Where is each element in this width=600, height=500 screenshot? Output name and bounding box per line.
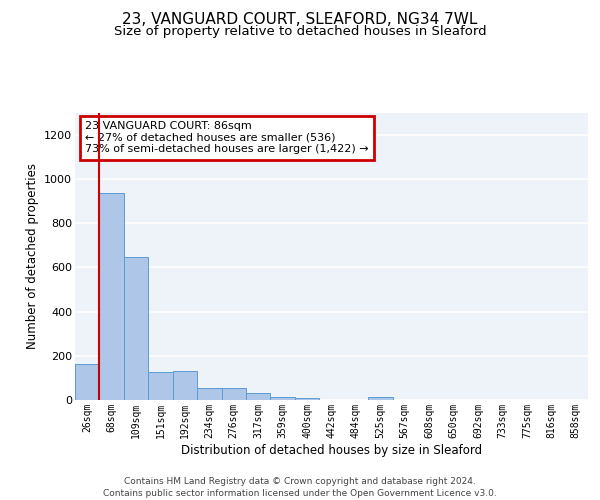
Bar	[221, 388, 246, 400]
Text: 23, VANGUARD COURT, SLEAFORD, NG34 7WL: 23, VANGUARD COURT, SLEAFORD, NG34 7WL	[122, 12, 478, 28]
Bar	[246, 394, 271, 400]
Bar	[197, 388, 221, 400]
Bar	[271, 397, 295, 400]
Bar	[295, 398, 319, 400]
Bar	[173, 371, 197, 400]
X-axis label: Distribution of detached houses by size in Sleaford: Distribution of detached houses by size …	[181, 444, 482, 456]
Y-axis label: Number of detached properties: Number of detached properties	[26, 163, 38, 350]
Bar	[368, 398, 392, 400]
Bar	[124, 256, 148, 400]
Bar	[75, 364, 100, 400]
Bar	[100, 193, 124, 400]
Text: Contains HM Land Registry data © Crown copyright and database right 2024.
Contai: Contains HM Land Registry data © Crown c…	[103, 476, 497, 498]
Bar	[148, 372, 173, 400]
Text: Size of property relative to detached houses in Sleaford: Size of property relative to detached ho…	[113, 25, 487, 38]
Text: 23 VANGUARD COURT: 86sqm
← 27% of detached houses are smaller (536)
73% of semi-: 23 VANGUARD COURT: 86sqm ← 27% of detach…	[85, 121, 369, 154]
